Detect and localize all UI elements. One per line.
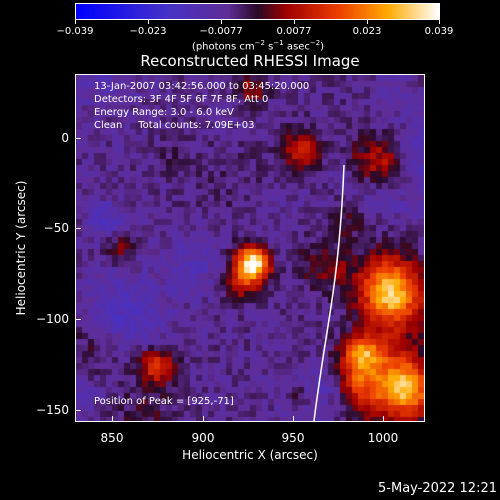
time-range-text: 13-Jan-2007 03:42:56.000 to 03:45:20.000 bbox=[94, 81, 310, 92]
y-tick-label: −100 bbox=[36, 312, 69, 326]
y-tick-mark bbox=[75, 410, 81, 411]
x-tick-label: 900 bbox=[191, 431, 215, 445]
x-tick-mark bbox=[112, 416, 113, 422]
colorbar-tick-label: 0.039 bbox=[424, 26, 454, 37]
timestamp: 5-May-2022 12:21 bbox=[378, 481, 497, 496]
colorbar-tick-label: −0.039 bbox=[56, 26, 94, 37]
y-tick-mark bbox=[75, 138, 81, 139]
colorbar-tick-label: −0.0077 bbox=[199, 26, 243, 37]
colorbar-tick-mark bbox=[148, 20, 149, 24]
clean-counts-text: Clean Total counts: 7.09E+03 bbox=[94, 120, 255, 131]
y-tick-mark bbox=[75, 319, 81, 320]
colorbar-tick-label: 0.0077 bbox=[276, 26, 312, 37]
x-tick-label: 850 bbox=[100, 431, 124, 445]
peak-position-text: Position of Peak = [925,-71] bbox=[94, 396, 234, 407]
y-tick-label: −150 bbox=[36, 403, 69, 417]
colorbar-tick-mark bbox=[439, 20, 440, 24]
y-tick-mark bbox=[75, 228, 81, 229]
x-tick-mark bbox=[293, 416, 294, 422]
colorbar-tick-label: 0.023 bbox=[352, 26, 382, 37]
x-tick-label: 1000 bbox=[367, 431, 399, 445]
colorbar bbox=[75, 3, 440, 20]
image-plot bbox=[75, 74, 425, 422]
y-tick-label: 0 bbox=[61, 131, 69, 145]
colorbar-tick-mark bbox=[294, 20, 295, 24]
solar-limb-overlay bbox=[313, 164, 345, 421]
energy-range-text: Energy Range: 3.0 - 6.0 keV bbox=[94, 107, 234, 118]
y-tick-label: −50 bbox=[43, 221, 69, 235]
colorbar-tick-mark bbox=[367, 20, 368, 24]
colorbar-units: (photons cm−2 s−1 asec−2) bbox=[191, 39, 325, 53]
detectors-text: Detectors: 3F 4F 5F 6F 7F 8F, Att 0 bbox=[94, 94, 269, 105]
colorbar-tick-mark bbox=[221, 20, 222, 24]
y-axis-label: Heliocentric Y (arcsec) bbox=[14, 180, 28, 316]
x-axis-label: Heliocentric X (arcsec) bbox=[182, 448, 318, 462]
colorbar-tick-label: −0.023 bbox=[129, 26, 167, 37]
x-tick-mark bbox=[203, 416, 204, 422]
colorbar-tick-mark bbox=[75, 20, 76, 24]
plot-title: Reconstructed RHESSI Image bbox=[140, 52, 360, 70]
x-tick-label: 950 bbox=[281, 431, 305, 445]
x-tick-mark bbox=[383, 416, 384, 422]
rhessi-image bbox=[76, 75, 424, 421]
solar-limb-line bbox=[313, 164, 345, 421]
